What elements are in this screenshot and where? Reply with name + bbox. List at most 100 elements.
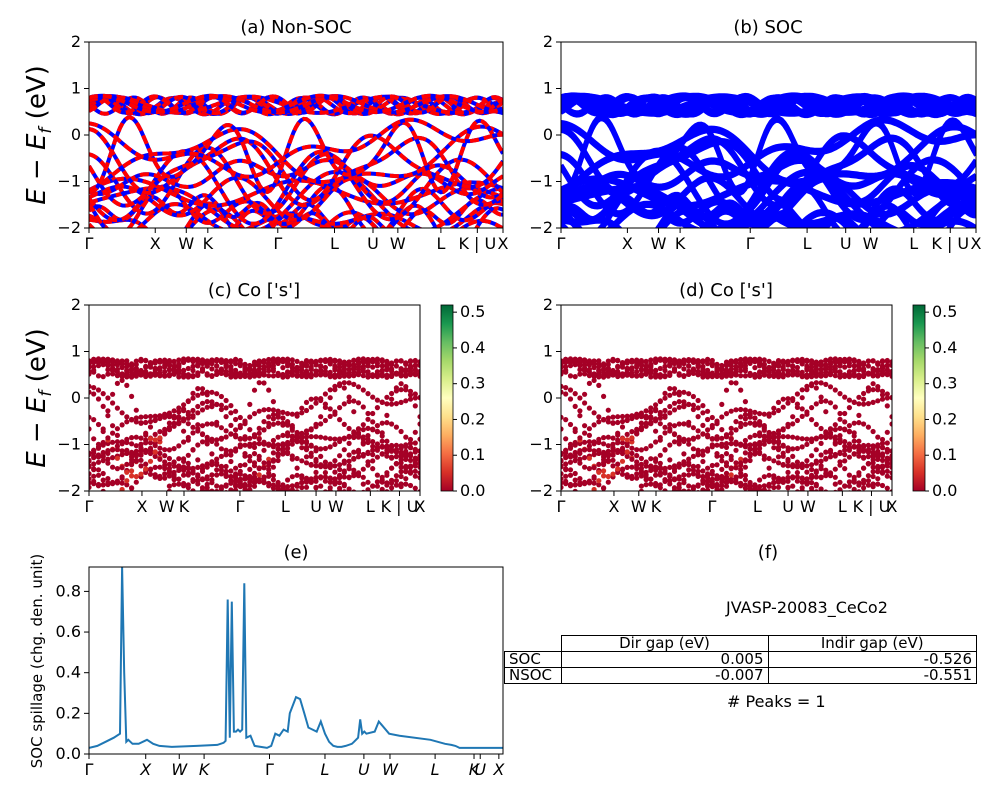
projection-point [308, 462, 314, 468]
projection-point [809, 462, 815, 468]
y-tick-label: 2 [543, 295, 553, 314]
colorbar-tick-label: 0.4 [460, 338, 485, 357]
projection-point [403, 465, 409, 471]
projection-point [596, 482, 602, 488]
projection-point [199, 477, 206, 483]
projection-point [313, 485, 319, 491]
projection-point [233, 408, 239, 414]
projection-point [412, 473, 418, 479]
projection-point [624, 437, 630, 443]
projection-point [228, 452, 234, 458]
projection-point [738, 414, 744, 420]
projection-point [185, 452, 191, 458]
projection-point [733, 427, 739, 433]
projection-point [347, 499, 352, 504]
projection-point [846, 423, 853, 429]
projection-point [605, 473, 611, 480]
projection-point [582, 430, 588, 436]
projection-point [733, 460, 739, 466]
projection-point [105, 460, 111, 466]
projection-point [322, 445, 328, 452]
projection-point [280, 441, 286, 447]
projection-point [695, 482, 701, 488]
x-tick-label: W [382, 760, 399, 779]
projection-point [403, 398, 409, 404]
projection-point [742, 356, 749, 362]
projection-point [251, 451, 258, 457]
projection-point [398, 473, 404, 480]
projection-point [643, 408, 649, 414]
projection-point [219, 504, 224, 509]
projection-point [242, 372, 248, 378]
projection-point [818, 452, 824, 458]
projection-point [261, 439, 267, 445]
projection-point [233, 427, 239, 433]
projection-point [728, 465, 734, 471]
projection-point [171, 420, 177, 426]
projection-point [766, 465, 772, 471]
projection-point [346, 380, 352, 386]
projection-point [563, 385, 569, 391]
projection-point [851, 430, 857, 436]
projection-point [157, 357, 163, 363]
projection-point [714, 484, 720, 490]
projection-point [761, 474, 767, 480]
projection-point [355, 361, 362, 367]
projection-point [379, 474, 385, 480]
projection-point [771, 480, 777, 486]
projection-point [742, 450, 749, 456]
projection-point [195, 457, 201, 463]
y-tick-label: −2 [529, 218, 553, 237]
projection-point [643, 364, 649, 370]
projection-point [686, 456, 692, 462]
projection-point [648, 370, 654, 376]
projection-point [832, 451, 838, 458]
projection-point [204, 434, 210, 440]
projection-point [355, 470, 362, 476]
projection-point [247, 365, 253, 372]
projection-point [370, 394, 376, 400]
projection-point [379, 443, 385, 449]
projection-point [761, 438, 767, 444]
projection-point [308, 360, 314, 366]
projection-point [851, 443, 857, 449]
projection-point [379, 438, 385, 444]
projection-point [114, 380, 120, 386]
band-line [89, 93, 503, 115]
projection-point [375, 507, 380, 512]
projection-point [671, 407, 678, 413]
projection-point [114, 432, 120, 438]
projection-point [690, 366, 697, 372]
projection-point [596, 414, 602, 420]
projection-point [827, 432, 834, 438]
projection-point [723, 463, 730, 469]
band-line [561, 123, 976, 192]
projection-point [757, 484, 763, 490]
projection-point [619, 467, 626, 473]
projection-point [573, 499, 578, 504]
projection-point [865, 447, 872, 453]
projection-point [884, 468, 890, 474]
projection-point [153, 510, 158, 515]
projection-point [356, 517, 361, 522]
panel-a-bands [89, 93, 503, 228]
projection-point [818, 394, 824, 400]
projection-point [337, 480, 343, 486]
projection-point [719, 479, 725, 485]
projection-point [91, 466, 97, 472]
projection-point [561, 450, 564, 456]
projection-point [837, 374, 843, 380]
projection-point [889, 359, 892, 365]
projection-point [398, 381, 404, 387]
projection-point [742, 442, 749, 448]
y-tick-label: 1 [543, 79, 553, 98]
projection-point [332, 463, 338, 469]
projection-point [794, 358, 801, 365]
projection-point [804, 383, 810, 389]
projection-point [360, 387, 366, 393]
x-tick-label: U [782, 497, 794, 516]
projection-point [365, 450, 371, 457]
projection-point [407, 396, 414, 402]
projection-point [318, 363, 324, 369]
